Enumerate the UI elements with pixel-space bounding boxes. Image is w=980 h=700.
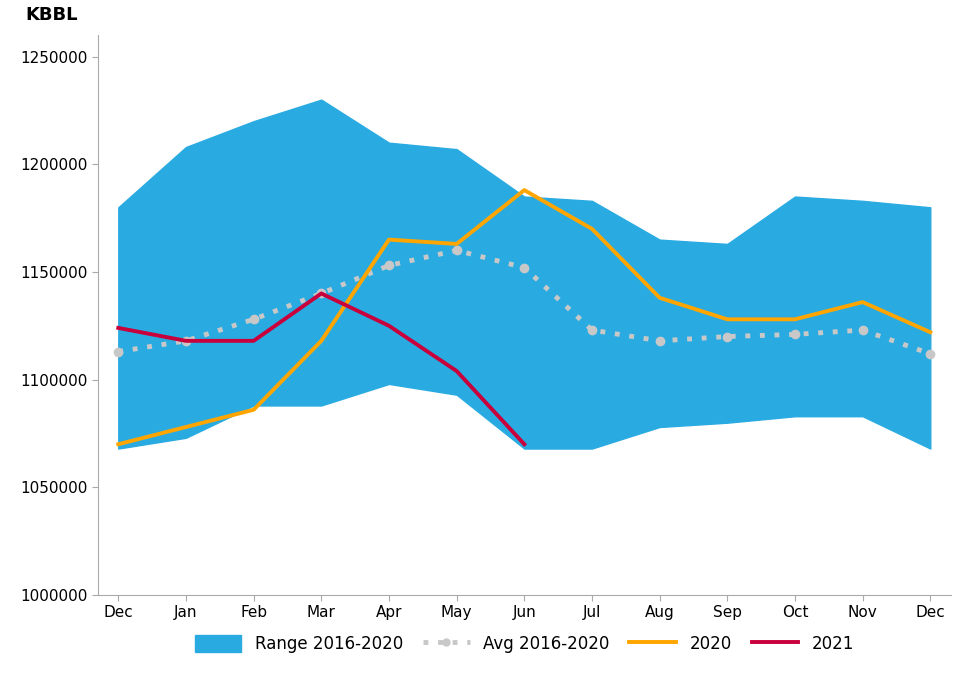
Text: KBBL: KBBL [25, 6, 78, 24]
Legend: Range 2016-2020, Avg 2016-2020, 2020, 2021: Range 2016-2020, Avg 2016-2020, 2020, 20… [188, 628, 860, 659]
